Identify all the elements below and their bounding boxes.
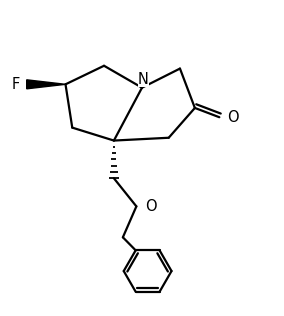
Text: O: O: [145, 199, 156, 214]
Text: O: O: [227, 110, 239, 125]
Polygon shape: [27, 80, 66, 89]
Text: N: N: [138, 72, 149, 87]
Text: F: F: [11, 77, 20, 92]
